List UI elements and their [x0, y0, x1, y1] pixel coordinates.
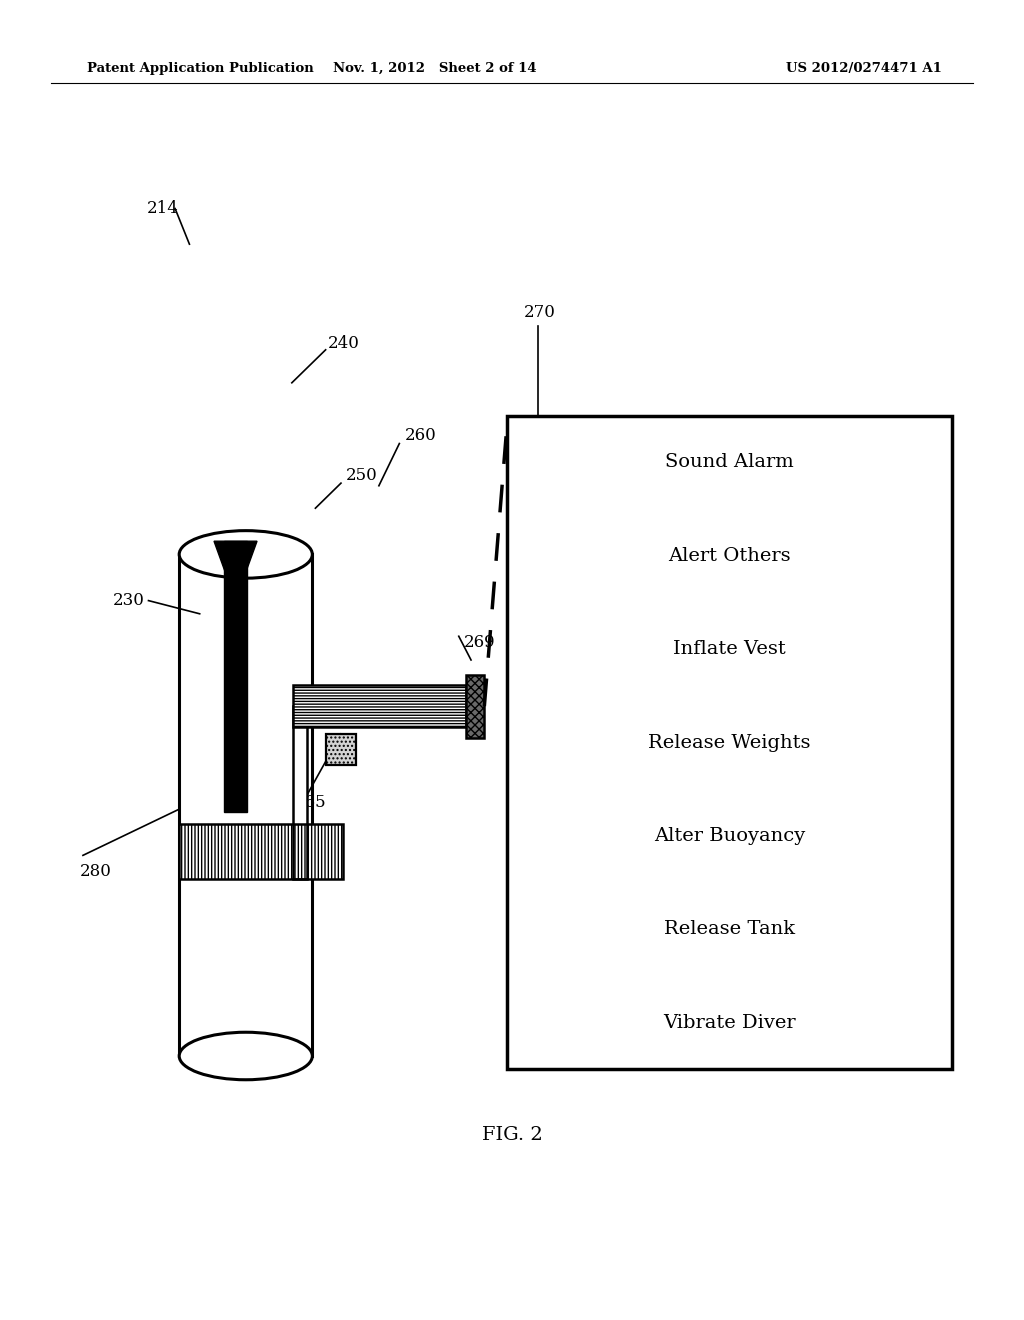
Text: Sound Alarm: Sound Alarm	[666, 454, 794, 471]
Bar	[224, 541, 247, 812]
Text: 280: 280	[80, 863, 112, 879]
Text: 250: 250	[346, 467, 378, 483]
Polygon shape	[214, 541, 257, 601]
Text: Nov. 1, 2012   Sheet 2 of 14: Nov. 1, 2012 Sheet 2 of 14	[334, 62, 537, 75]
Bar	[179, 824, 343, 879]
Text: FIG. 2: FIG. 2	[481, 1126, 543, 1144]
Ellipse shape	[179, 1032, 312, 1080]
Text: Vibrate Diver: Vibrate Diver	[664, 1014, 796, 1031]
Text: Inflate Vest: Inflate Vest	[673, 640, 786, 659]
Text: 230: 230	[113, 593, 144, 609]
Text: Release Tank: Release Tank	[664, 920, 796, 939]
Text: 265: 265	[295, 795, 327, 810]
Text: 240: 240	[328, 335, 359, 351]
Bar	[507, 416, 952, 1069]
Text: US 2012/0274471 A1: US 2012/0274471 A1	[786, 62, 942, 75]
Text: Patent Application Publication: Patent Application Publication	[87, 62, 313, 75]
Bar	[326, 734, 356, 764]
Bar	[293, 706, 307, 879]
Text: 269: 269	[464, 635, 496, 651]
Bar	[179, 824, 343, 879]
Text: Alter Buoyancy: Alter Buoyancy	[654, 826, 805, 845]
Bar	[179, 554, 312, 1056]
Text: Release Weights: Release Weights	[648, 734, 811, 751]
Bar	[293, 685, 466, 727]
Text: Alert Others: Alert Others	[669, 546, 791, 565]
Ellipse shape	[179, 531, 312, 578]
Text: 270: 270	[524, 305, 556, 321]
Bar	[466, 675, 484, 738]
Text: 260: 260	[404, 428, 436, 444]
Text: 214: 214	[146, 201, 178, 216]
